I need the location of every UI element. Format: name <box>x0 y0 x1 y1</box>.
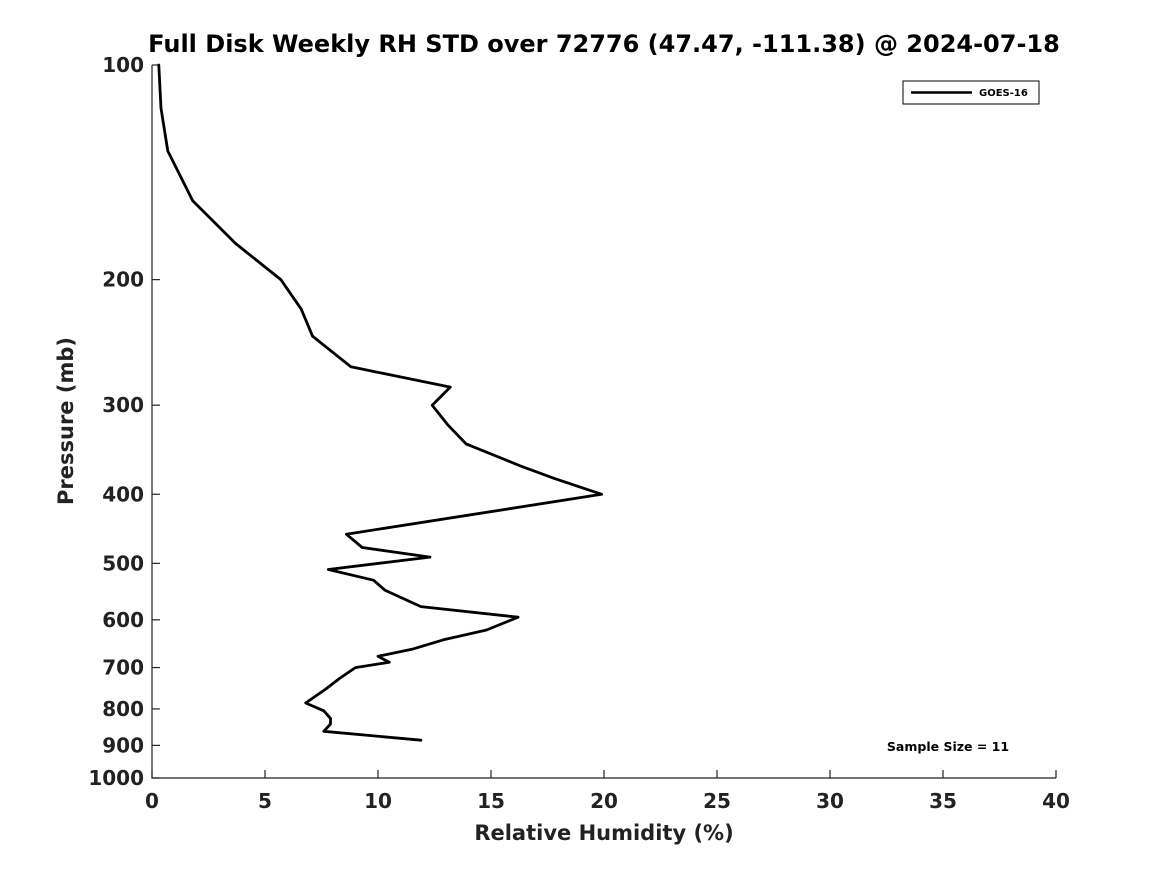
x-tick-label: 30 <box>816 789 844 813</box>
x-axis-ticks: 0 5 10 15 20 25 30 35 40 <box>145 770 1070 813</box>
y-tick-label: 600 <box>102 608 144 632</box>
x-tick-label: 40 <box>1042 789 1070 813</box>
x-tick-label: 15 <box>477 789 505 813</box>
x-tick-label: 5 <box>258 789 272 813</box>
y-tick-label: 1000 <box>88 766 144 790</box>
legend: GOES-16 <box>902 80 1040 105</box>
x-tick-label: 10 <box>364 789 392 813</box>
y-tick-label: 100 <box>102 53 144 77</box>
y-axis-ticks: 100 200 300 400 500 600 700 800 900 1000 <box>88 53 160 790</box>
x-tick-label: 0 <box>145 789 159 813</box>
legend-label-goes-16: GOES-16 <box>979 88 1028 99</box>
sample-size-annotation: Sample Size = 11 <box>887 739 1009 754</box>
y-tick-label: 200 <box>102 268 144 292</box>
x-axis-label: Relative Humidity (%) <box>474 821 733 845</box>
x-tick-label: 35 <box>929 789 957 813</box>
series-group <box>157 63 604 742</box>
axis-spines <box>151 65 1056 779</box>
x-tick-label: 25 <box>703 789 731 813</box>
y-tick-label: 400 <box>102 482 144 506</box>
x-tick-label: 20 <box>590 789 618 813</box>
y-tick-label: 900 <box>102 733 144 757</box>
y-axis-label: Pressure (mb) <box>54 337 78 505</box>
y-tick-label: 800 <box>102 697 144 721</box>
y-tick-label: 700 <box>102 656 144 680</box>
y-tick-label: 300 <box>102 393 144 417</box>
series-line-goes-16 <box>157 63 604 742</box>
y-tick-label: 500 <box>102 551 144 575</box>
chart-title: Full Disk Weekly RH STD over 72776 (47.4… <box>148 30 1060 58</box>
axes <box>151 65 1056 779</box>
